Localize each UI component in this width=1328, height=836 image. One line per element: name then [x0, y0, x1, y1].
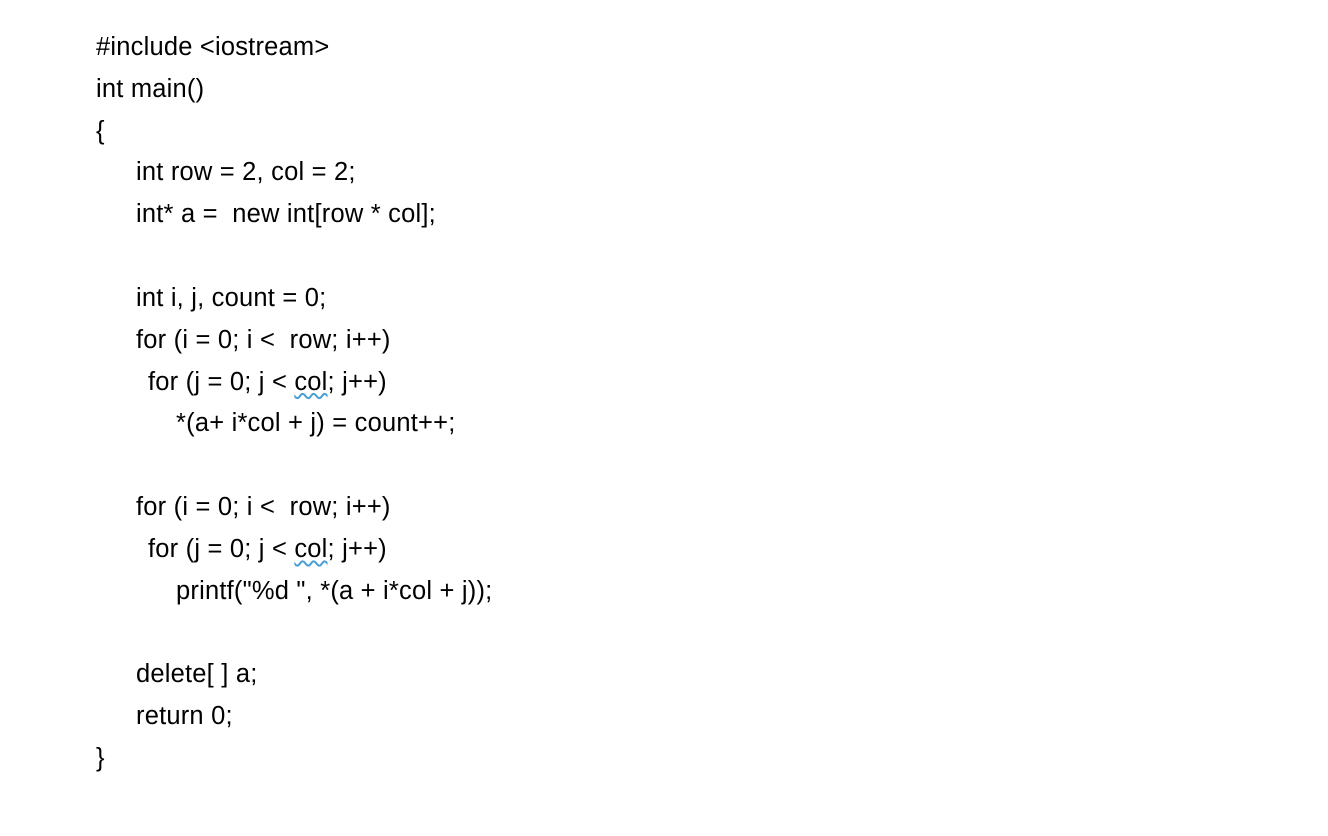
code-line: for (i = 0; i < row; i++)	[96, 487, 1328, 529]
code-segment: ; j++)	[328, 368, 387, 396]
code-line	[96, 445, 1328, 487]
code-segment: ; j++)	[328, 535, 387, 563]
code-segment: for (j = 0; j <	[148, 535, 294, 563]
code-line: *(a+ i*col + j) = count++;	[96, 403, 1328, 445]
code-segment	[96, 618, 103, 646]
code-segment: *(a+ i*col + j) = count++;	[176, 409, 456, 437]
code-segment: int main()	[96, 75, 204, 103]
code-segment-squiggle: col	[294, 368, 327, 396]
code-segment	[96, 451, 103, 479]
code-block: #include <iostream> int main() { int row = …	[96, 27, 1328, 780]
code-segment: int i, j, count = 0;	[136, 284, 326, 312]
code-line: }	[96, 738, 1328, 780]
code-segment-squiggle: col	[294, 535, 327, 563]
code-line: delete[ ] a;	[96, 654, 1328, 696]
code-line: {	[96, 111, 1328, 153]
code-line: for (j = 0; j < col; j++)	[96, 529, 1328, 571]
code-segment: #include <iostream>	[96, 33, 329, 61]
code-segment: {	[96, 117, 105, 145]
code-segment	[96, 242, 103, 270]
code-line: #include <iostream>	[96, 27, 1328, 69]
code-line	[96, 612, 1328, 654]
code-segment: }	[96, 744, 105, 772]
code-segment: return 0;	[136, 702, 233, 730]
code-line: for (j = 0; j < col; j++)	[96, 362, 1328, 404]
code-line: int row = 2, col = 2;	[96, 152, 1328, 194]
code-line: int i, j, count = 0;	[96, 278, 1328, 320]
code-segment: for (i = 0; i < row; i++)	[136, 326, 391, 354]
code-segment: int* a = new int[row * col];	[136, 200, 436, 228]
code-line: for (i = 0; i < row; i++)	[96, 320, 1328, 362]
code-line	[96, 236, 1328, 278]
code-line: printf("%d ", *(a + i*col + j));	[96, 571, 1328, 613]
code-segment: printf("%d ", *(a + i*col + j));	[176, 577, 492, 605]
code-segment: delete[ ] a;	[136, 660, 257, 688]
code-segment: int row = 2, col = 2;	[136, 158, 356, 186]
code-segment: for (i = 0; i < row; i++)	[136, 493, 391, 521]
code-line: int* a = new int[row * col];	[96, 194, 1328, 236]
code-segment: for (j = 0; j <	[148, 368, 294, 396]
code-line: int main()	[96, 69, 1328, 111]
code-line: return 0;	[96, 696, 1328, 738]
